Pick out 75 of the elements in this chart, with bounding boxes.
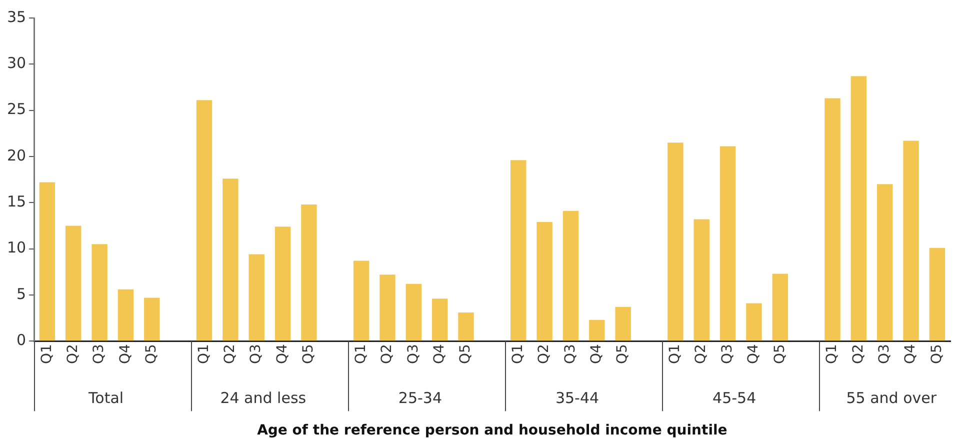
text: 55 and over bbox=[846, 388, 938, 407]
x-tick-label: Q3 bbox=[562, 344, 578, 364]
bar bbox=[196, 100, 212, 341]
y-tick-label: 30 bbox=[6, 54, 26, 72]
x-tick-label: Q1 bbox=[510, 344, 526, 364]
y-tick-label: 5 bbox=[16, 284, 26, 303]
x-tick-label: Q3 bbox=[91, 344, 108, 364]
x-tick-label: Q2 bbox=[379, 344, 396, 364]
x-tick-label: Q4 bbox=[274, 344, 290, 364]
text: 24 and less bbox=[220, 388, 306, 407]
x-tick-label: Q2 bbox=[850, 344, 866, 364]
x-tick-label: Q4 bbox=[117, 344, 134, 364]
x-tick-label: Q3 bbox=[719, 344, 736, 364]
text: 35-44 bbox=[555, 388, 600, 407]
bar bbox=[118, 289, 134, 341]
x-tick-label: Q3 bbox=[248, 344, 264, 364]
bar bbox=[929, 248, 946, 341]
bar bbox=[66, 226, 82, 341]
text: 25-34 bbox=[398, 388, 442, 407]
bar bbox=[668, 142, 684, 341]
bar bbox=[903, 140, 919, 341]
x-tick-label: Q4 bbox=[431, 344, 448, 364]
bar bbox=[380, 274, 396, 341]
bar bbox=[850, 76, 867, 341]
bar bbox=[536, 222, 552, 341]
bar bbox=[615, 306, 631, 341]
bar bbox=[301, 204, 317, 341]
bar bbox=[458, 312, 474, 341]
bar bbox=[876, 184, 893, 341]
x-tick-label: Q2 bbox=[536, 344, 552, 364]
x-tick-label: Q5 bbox=[772, 344, 788, 364]
x-tick-label: Q5 bbox=[614, 344, 631, 364]
bar bbox=[720, 146, 736, 341]
bar bbox=[406, 284, 422, 341]
y-tick-label: 20 bbox=[6, 146, 26, 164]
y-tick-label: 15 bbox=[6, 192, 26, 211]
x-tick-label: Q5 bbox=[458, 344, 474, 364]
bar bbox=[248, 254, 264, 341]
x-tick-label: Q1 bbox=[352, 344, 369, 364]
text: Total bbox=[88, 388, 124, 407]
y-tick-label: 35 bbox=[6, 8, 26, 26]
bar bbox=[589, 320, 605, 341]
bar bbox=[39, 182, 56, 341]
bar bbox=[746, 303, 762, 341]
bar bbox=[562, 210, 579, 341]
x-tick-label: Q1 bbox=[38, 344, 55, 364]
x-tick-label: Q1 bbox=[667, 344, 684, 364]
x-tick-label: Q1 bbox=[196, 344, 212, 364]
bar bbox=[510, 160, 526, 341]
x-tick-label: Q4 bbox=[746, 344, 762, 364]
x-tick-label: Q4 bbox=[588, 344, 605, 364]
x-tick-label: Q4 bbox=[902, 344, 919, 364]
y-tick-label: 10 bbox=[6, 238, 26, 257]
bar bbox=[824, 98, 840, 341]
x-tick-label: Q3 bbox=[876, 344, 892, 364]
y-tick-label: 25 bbox=[6, 100, 26, 118]
bar bbox=[353, 260, 370, 341]
bar bbox=[772, 274, 788, 341]
bar bbox=[92, 244, 108, 341]
x-tick-label: Q5 bbox=[928, 344, 945, 364]
bar bbox=[432, 298, 448, 341]
x-axis-title: Age of the reference person and household income quintile bbox=[257, 422, 728, 439]
x-tick-label: Q2 bbox=[64, 344, 81, 364]
bar bbox=[144, 298, 160, 341]
bar bbox=[694, 219, 710, 341]
y-tick-label: 0 bbox=[16, 330, 26, 349]
bar bbox=[274, 226, 291, 341]
x-tick-label: Q2 bbox=[222, 344, 238, 364]
bar bbox=[222, 178, 238, 341]
x-tick-label: Q5 bbox=[300, 344, 317, 364]
x-tick-label: Q3 bbox=[405, 344, 422, 364]
x-tick-label: Q5 bbox=[144, 344, 160, 364]
x-tick-label: Q2 bbox=[693, 344, 710, 364]
x-tick-label: Q1 bbox=[824, 344, 840, 364]
text: 45-54 bbox=[712, 388, 756, 407]
